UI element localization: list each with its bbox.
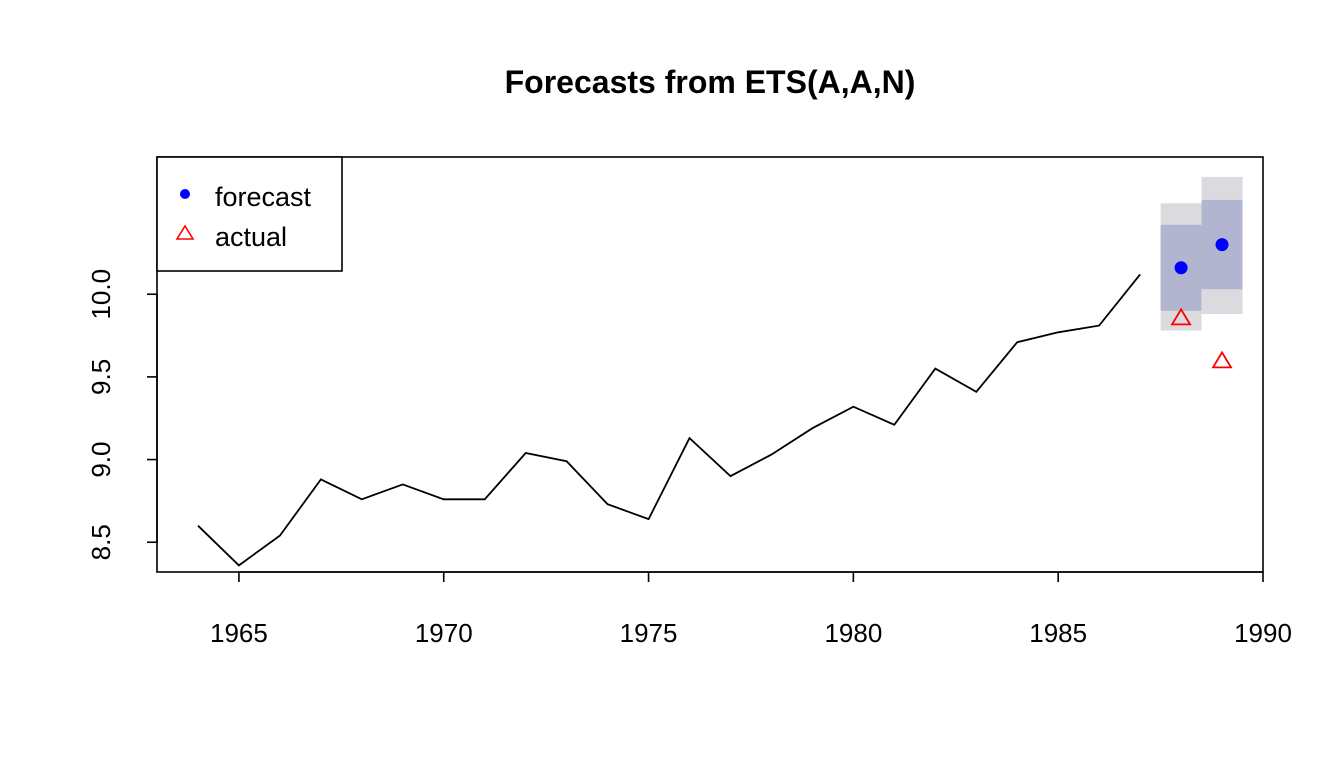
y-axis: 8.5 9.0 9.5 10.0 xyxy=(86,269,158,560)
x-axis: 1965 1970 1975 1980 1985 1990 xyxy=(210,571,1292,648)
x-tick-label: 1990 xyxy=(1234,618,1292,648)
y-tick-label: 9.5 xyxy=(86,359,116,395)
forecast-point xyxy=(1215,238,1229,252)
legend: forecast actual xyxy=(156,156,343,272)
y-tick-label: 8.5 xyxy=(86,524,116,560)
legend-box xyxy=(156,156,343,272)
x-tick-label: 1975 xyxy=(620,618,678,648)
legend-forecast-symbol xyxy=(180,189,190,199)
y-tick-label: 9.0 xyxy=(86,441,116,477)
prediction-intervals xyxy=(1160,176,1243,331)
forecast-points xyxy=(1174,238,1229,275)
x-tick-label: 1980 xyxy=(824,618,882,648)
history-series-line xyxy=(197,273,1141,567)
actual-point xyxy=(1211,350,1233,369)
actual-point xyxy=(1170,307,1192,326)
x-tick-label: 1985 xyxy=(1029,618,1087,648)
x-tick-label: 1970 xyxy=(415,618,473,648)
legend-forecast-label: forecast xyxy=(215,182,312,212)
legend-actual-label: actual xyxy=(215,222,287,252)
y-tick-label: 10.0 xyxy=(86,269,116,320)
x-tick-label: 1965 xyxy=(210,618,268,648)
chart-title: Forecasts from ETS(A,A,N) xyxy=(505,64,916,100)
actual-points xyxy=(1170,307,1233,369)
forecast-point xyxy=(1174,261,1188,275)
legend-actual-symbol xyxy=(175,224,195,240)
